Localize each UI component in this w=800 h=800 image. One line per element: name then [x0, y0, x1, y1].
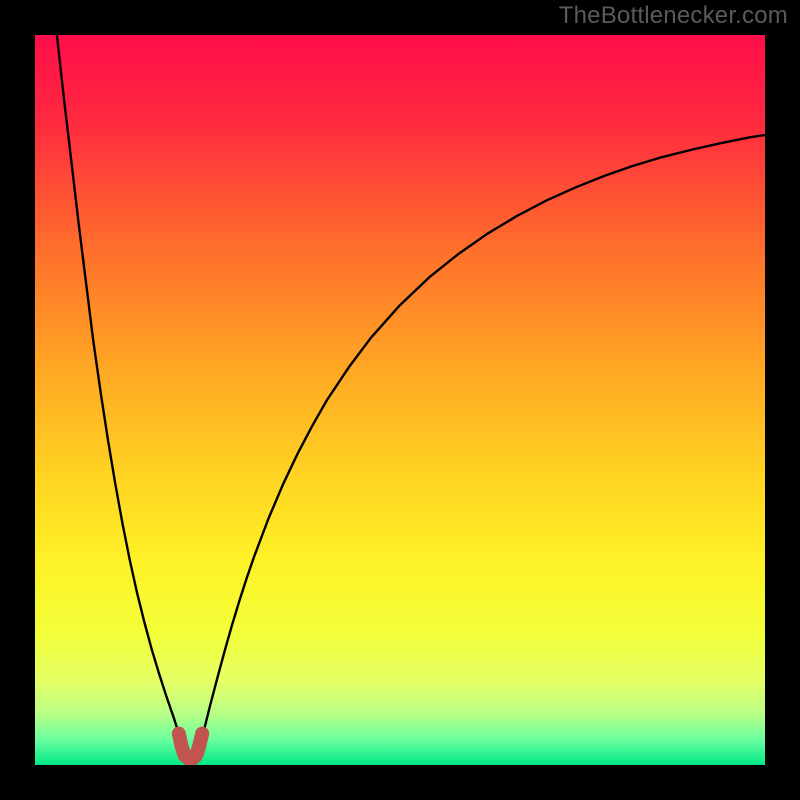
plot-svg	[35, 35, 765, 765]
plot-area	[35, 35, 765, 765]
chart-stage: TheBottlenecker.com	[0, 0, 800, 800]
plot-background	[35, 35, 765, 765]
watermark-text: TheBottlenecker.com	[559, 2, 788, 30]
